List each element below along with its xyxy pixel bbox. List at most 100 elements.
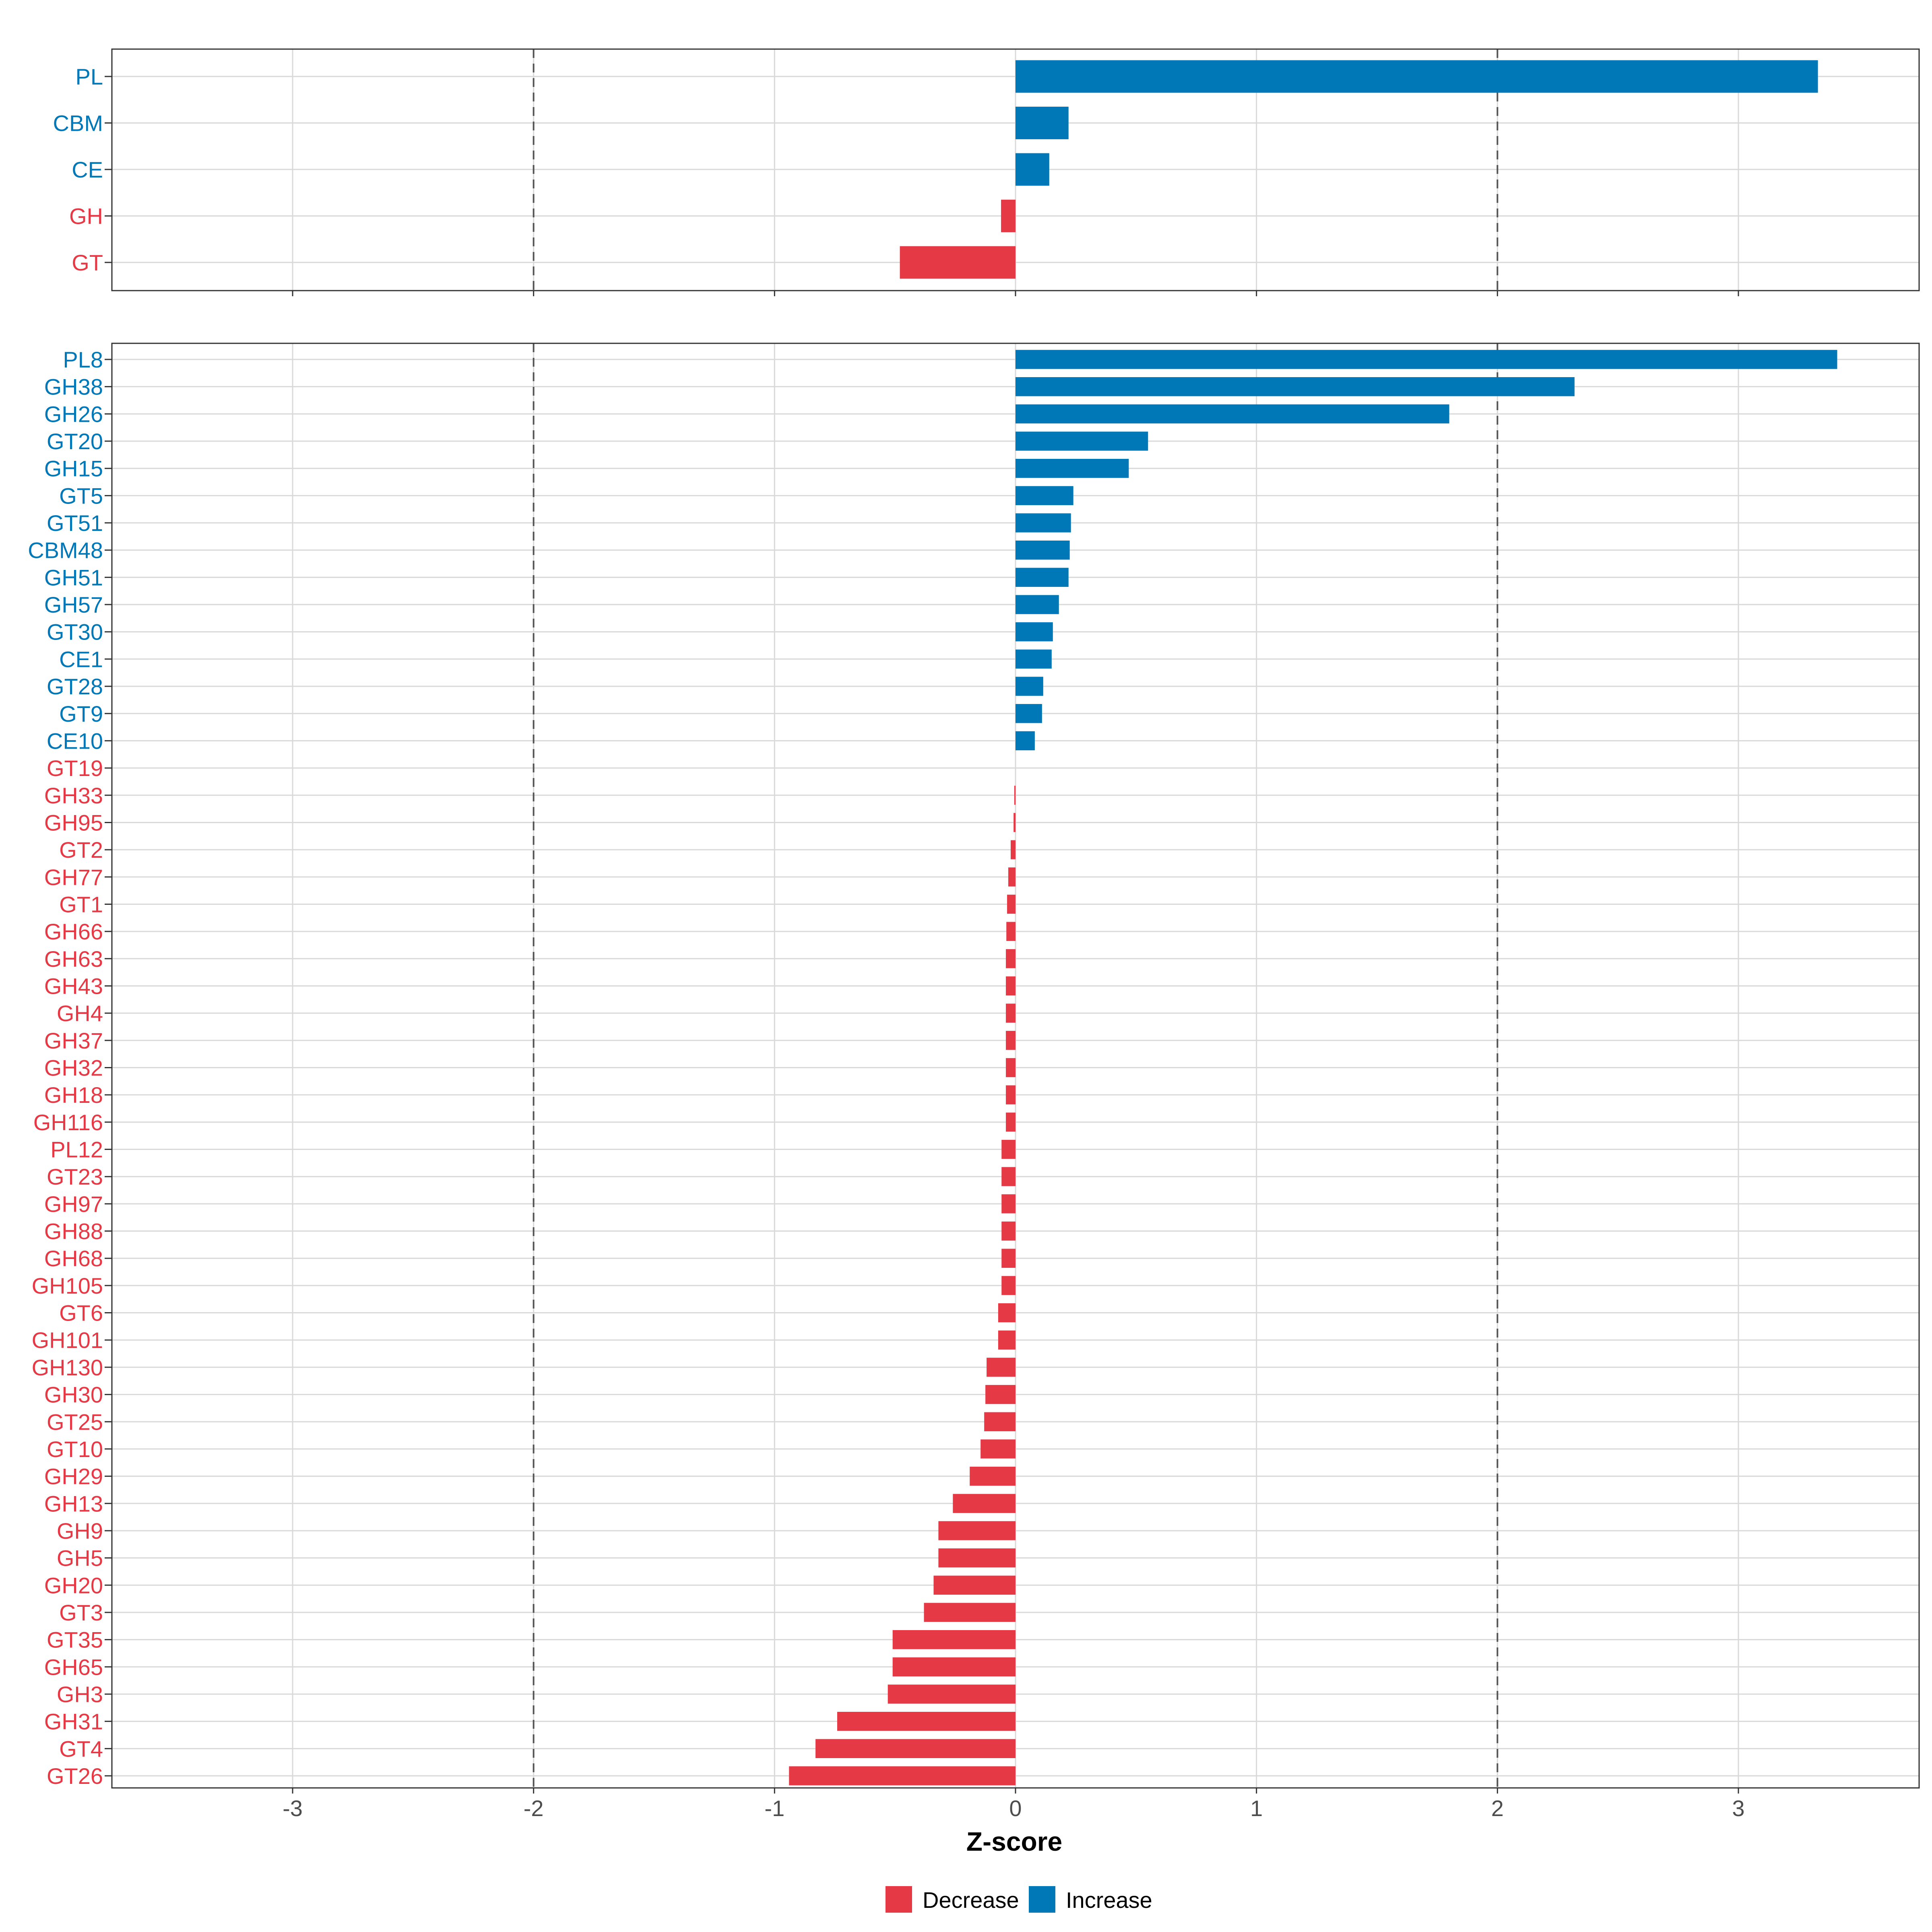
y-tick-label: GT23 xyxy=(47,1164,103,1189)
bar-CE xyxy=(1016,153,1049,186)
bar-GH51 xyxy=(1016,568,1069,587)
bar-PL12 xyxy=(1001,1139,1016,1159)
bar-GH33 xyxy=(1014,786,1016,805)
y-tick-label: GH18 xyxy=(44,1082,103,1108)
y-tick-label: GH130 xyxy=(32,1355,103,1380)
bar-GH9 xyxy=(938,1521,1016,1540)
legend-key-increase xyxy=(1029,1886,1055,1913)
y-tick-label: GH63 xyxy=(44,946,103,972)
x-tick-label: 1 xyxy=(1250,1796,1263,1821)
bar-GH37 xyxy=(1006,1031,1016,1050)
y-tick-label: CBM xyxy=(53,111,103,136)
y-tick-label: GH57 xyxy=(44,592,103,617)
y-tick-label: GT20 xyxy=(47,429,103,454)
y-tick-label: CE1 xyxy=(59,646,103,672)
family-panel: PL8GH38GH26GT20GH15GT5GT51CBM48GH51GH57G… xyxy=(28,343,1920,1794)
bar-GH130 xyxy=(987,1358,1016,1377)
class-panel: PL CBM CE GH GT xyxy=(53,48,1920,296)
y-tick-label: GT3 xyxy=(59,1600,103,1625)
bar-GH15 xyxy=(1016,459,1129,478)
bar-CE10 xyxy=(1016,731,1035,751)
y-tick-label: CBM48 xyxy=(28,538,103,563)
y-tick-label: GH31 xyxy=(44,1709,103,1734)
bar-GH xyxy=(1001,200,1016,232)
y-tick-label: GT26 xyxy=(47,1763,103,1789)
bar-GT4 xyxy=(815,1739,1016,1759)
bar-GH88 xyxy=(1001,1221,1016,1241)
bar-GT30 xyxy=(1016,622,1053,642)
bar-GH20 xyxy=(933,1575,1016,1595)
legend-label-decrease: Decrease xyxy=(923,1887,1019,1913)
bar-GH3 xyxy=(888,1684,1016,1704)
y-tick-label: GT51 xyxy=(47,510,103,536)
y-tick-label: CE xyxy=(72,157,103,182)
y-tick-label: GH37 xyxy=(44,1028,103,1053)
y-tick-label: GT19 xyxy=(47,755,103,781)
y-tick-label: GH15 xyxy=(44,456,103,481)
bar-GH97 xyxy=(1001,1194,1016,1214)
bar-GT2 xyxy=(1011,840,1016,859)
bar-GH63 xyxy=(1006,949,1016,968)
bar-GT6 xyxy=(998,1303,1016,1323)
bar-GH32 xyxy=(1006,1058,1016,1077)
y-tick-label: GH20 xyxy=(44,1573,103,1598)
legend: Decrease Increase xyxy=(886,1886,1152,1913)
legend-label-increase: Increase xyxy=(1066,1887,1152,1913)
y-tick-label: GH95 xyxy=(44,810,103,835)
bar-GH31 xyxy=(837,1711,1016,1731)
bar-CBM xyxy=(1016,107,1069,139)
bar-GH77 xyxy=(1008,867,1016,887)
bar-GH65 xyxy=(892,1657,1016,1676)
y-tick-label: GH30 xyxy=(44,1382,103,1408)
bar-GH26 xyxy=(1016,404,1449,424)
x-tick-label: 3 xyxy=(1732,1796,1744,1821)
y-tick-label: GH4 xyxy=(57,1001,103,1026)
bar-GT35 xyxy=(892,1630,1016,1649)
bar-GH13 xyxy=(953,1494,1016,1513)
bar-GH116 xyxy=(1006,1113,1016,1132)
y-tick-label: GT28 xyxy=(47,674,103,699)
y-tick-label: PL8 xyxy=(63,347,103,372)
bar-GH57 xyxy=(1016,595,1059,614)
y-tick-label: GT30 xyxy=(47,619,103,645)
bar-GT9 xyxy=(1016,704,1042,723)
bar-GT3 xyxy=(924,1603,1016,1622)
y-tick-label: GH105 xyxy=(32,1273,103,1298)
bar-GT51 xyxy=(1016,513,1071,533)
bar-GH38 xyxy=(1016,377,1575,396)
y-tick-label: GT5 xyxy=(59,483,103,508)
bar-GH66 xyxy=(1006,922,1016,941)
y-tick-label: GH13 xyxy=(44,1491,103,1516)
y-tick-label: GH29 xyxy=(44,1464,103,1489)
y-tick-label: GH51 xyxy=(44,565,103,590)
y-tick-label: GH38 xyxy=(44,374,103,400)
x-tick-label: -1 xyxy=(764,1796,784,1821)
legend-key-decrease xyxy=(886,1886,912,1913)
y-tick-label: GT xyxy=(72,250,103,275)
y-tick-label: GT10 xyxy=(47,1437,103,1462)
x-axis: -3 -2 -1 0 1 2 3 xyxy=(283,1796,1744,1821)
bar-GT20 xyxy=(1016,431,1148,451)
y-tick-label: PL12 xyxy=(50,1137,103,1162)
bar-GT10 xyxy=(980,1439,1016,1459)
x-tick-label: -3 xyxy=(283,1796,303,1821)
bar-GT25 xyxy=(984,1412,1016,1431)
y-tick-label: GH32 xyxy=(44,1055,103,1081)
bar-GT xyxy=(900,246,1016,279)
bar-GT5 xyxy=(1016,486,1073,506)
x-tick-label: -2 xyxy=(524,1796,544,1821)
bar-GH18 xyxy=(1006,1085,1016,1104)
y-tick-label: GH77 xyxy=(44,865,103,890)
y-tick-label: GH97 xyxy=(44,1191,103,1217)
bar-GH68 xyxy=(1001,1249,1016,1268)
y-tick-label: GH xyxy=(69,204,103,229)
bar-GH4 xyxy=(1006,1003,1016,1023)
bar-GH5 xyxy=(938,1548,1016,1568)
bar-GT23 xyxy=(1001,1167,1016,1186)
y-tick-label: GT1 xyxy=(59,892,103,917)
y-tick-label: GT35 xyxy=(47,1627,103,1653)
x-axis-title: Z-score xyxy=(966,1827,1062,1856)
y-tick-label: GT4 xyxy=(59,1736,103,1761)
bar-CE1 xyxy=(1016,649,1052,669)
